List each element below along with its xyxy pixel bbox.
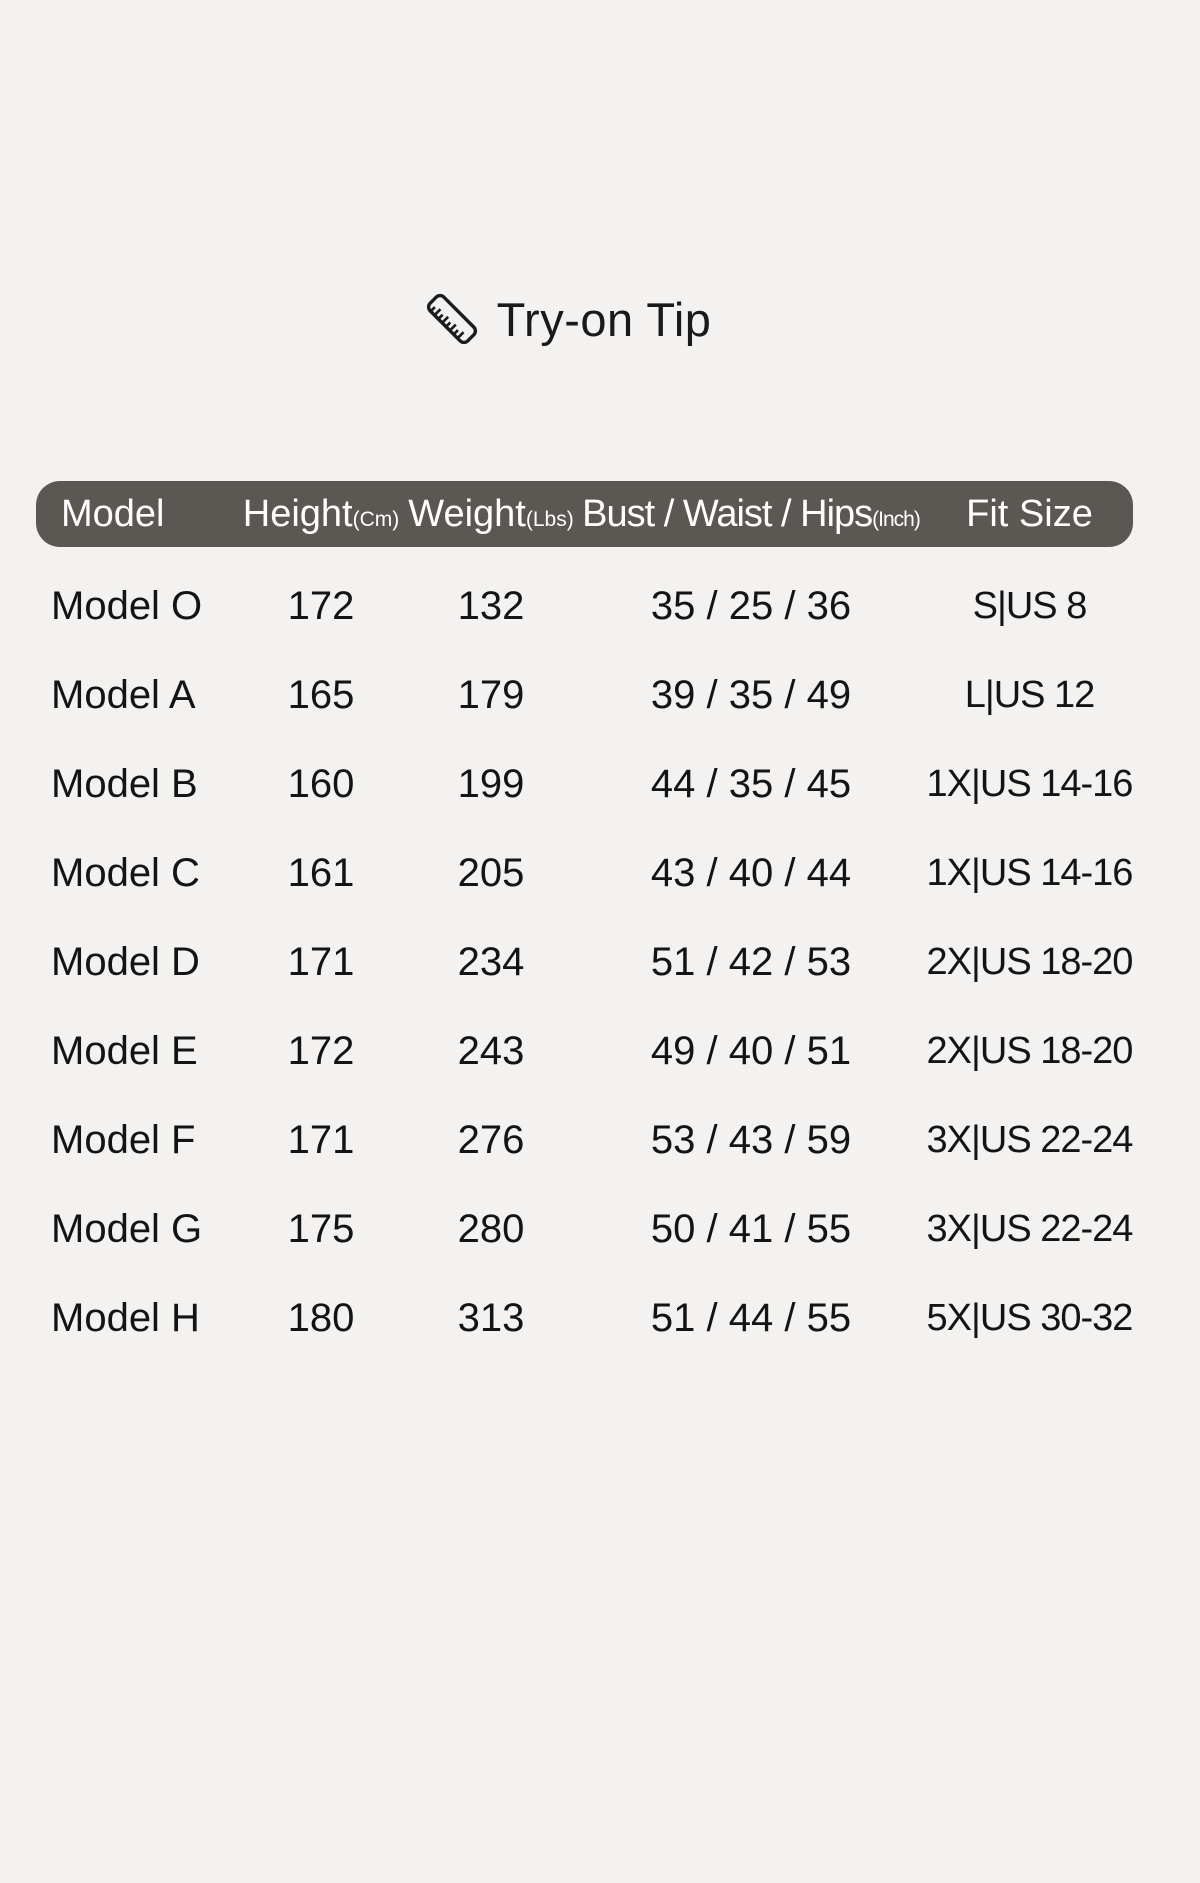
size-chart-page: Try-on Tip Model Height (Cm) Weight (Lbs) … xyxy=(0,287,1200,1883)
fit-size-cell: 5X|US 30-32 xyxy=(926,1297,1134,1339)
bust-waist-hips-cell: 44 / 35 / 45 xyxy=(650,762,852,806)
column-header-height-label: Height xyxy=(242,492,353,535)
weight-cell: 234 xyxy=(457,940,525,984)
model-name-cell: Model C xyxy=(51,851,200,895)
bust-waist-hips-cell: 50 / 41 / 55 xyxy=(650,1207,852,1251)
table-row: Model A 165 179 39 / 35 / 49 L|US 12 xyxy=(36,651,1133,740)
weight-cell: 199 xyxy=(457,762,525,806)
column-header-bust-waist-hips: Bust / Waist / Hips (Inch) xyxy=(576,493,926,536)
bust-waist-hips-cell: 35 / 25 / 36 xyxy=(650,584,852,628)
fit-size-cell: 3X|US 22-24 xyxy=(926,1208,1134,1250)
weight-cell: 313 xyxy=(457,1296,525,1340)
table-row: Model D 171 234 51 / 42 / 53 2X|US 18-20 xyxy=(36,918,1133,1007)
weight-cell: 243 xyxy=(457,1029,525,1073)
model-name-cell: Model E xyxy=(51,1029,198,1073)
model-name-cell: Model F xyxy=(51,1118,196,1162)
fit-size-cell: 3X|US 22-24 xyxy=(926,1119,1134,1161)
height-cell: 172 xyxy=(287,584,355,628)
height-cell: 160 xyxy=(287,762,355,806)
size-table: Model Height (Cm) Weight (Lbs) Bust / Wais… xyxy=(36,481,1133,1363)
bust-waist-hips-cell: 49 / 40 / 51 xyxy=(650,1029,852,1073)
fit-size-cell: 1X|US 14-16 xyxy=(926,852,1134,894)
model-name-cell: Model H xyxy=(51,1296,200,1340)
weight-cell: 276 xyxy=(457,1118,525,1162)
fit-size-cell: 2X|US 18-20 xyxy=(926,1030,1134,1072)
page-title-text: Try-on Tip xyxy=(496,292,712,346)
height-cell: 180 xyxy=(287,1296,355,1340)
page-title: Try-on Tip xyxy=(0,287,1167,351)
fit-size-cell: S|US 8 xyxy=(972,585,1088,627)
table-row: Model E 172 243 49 / 40 / 51 2X|US 18-20 xyxy=(36,1007,1133,1096)
table-row: Model B 160 199 44 / 35 / 45 1X|US 14-16 xyxy=(36,740,1133,829)
fit-size-cell: L|US 12 xyxy=(964,674,1096,716)
column-header-model-label: Model xyxy=(61,492,165,535)
table-row: Model H 180 313 51 / 44 / 55 5X|US 30-32 xyxy=(36,1274,1133,1363)
model-name-cell: Model A xyxy=(51,673,196,717)
table-row: Model C 161 205 43 / 40 / 44 1X|US 14-16 xyxy=(36,829,1133,918)
column-header-fit-size-label: Fit Size xyxy=(966,492,1093,535)
column-header-weight: Weight (Lbs) xyxy=(406,493,576,536)
bust-waist-hips-cell: 51 / 42 / 53 xyxy=(650,940,852,984)
table-body: Model O 172 132 35 / 25 / 36 S|US 8 Mode… xyxy=(36,562,1133,1363)
height-cell: 172 xyxy=(287,1029,355,1073)
bust-waist-hips-cell: 53 / 43 / 59 xyxy=(650,1118,852,1162)
bust-waist-hips-cell: 39 / 35 / 49 xyxy=(650,673,852,717)
ruler-icon xyxy=(423,290,481,348)
table-row: Model G 175 280 50 / 41 / 55 3X|US 22-24 xyxy=(36,1185,1133,1274)
bust-waist-hips-cell: 51 / 44 / 55 xyxy=(650,1296,852,1340)
column-header-bust-waist-hips-unit: (Inch) xyxy=(872,507,921,531)
weight-cell: 132 xyxy=(457,584,525,628)
height-cell: 161 xyxy=(287,851,355,895)
height-cell: 171 xyxy=(287,1118,355,1162)
column-header-height-unit: (Cm) xyxy=(352,507,400,531)
model-name-cell: Model D xyxy=(51,940,200,984)
column-header-bust-waist-hips-label: Bust / Waist / Hips xyxy=(582,492,873,535)
bust-waist-hips-cell: 43 / 40 / 44 xyxy=(650,851,852,895)
weight-cell: 179 xyxy=(457,673,525,717)
fit-size-cell: 1X|US 14-16 xyxy=(926,763,1134,805)
column-header-height: Height (Cm) xyxy=(236,493,406,536)
height-cell: 175 xyxy=(287,1207,355,1251)
model-name-cell: Model B xyxy=(51,762,198,806)
column-header-weight-label: Weight xyxy=(408,492,526,535)
model-name-cell: Model O xyxy=(51,584,203,628)
weight-cell: 280 xyxy=(457,1207,525,1251)
table-row: Model F 171 276 53 / 43 / 59 3X|US 22-24 xyxy=(36,1096,1133,1185)
model-name-cell: Model G xyxy=(51,1207,203,1251)
column-header-weight-unit: (Lbs) xyxy=(525,507,574,531)
weight-cell: 205 xyxy=(457,851,525,895)
fit-size-cell: 2X|US 18-20 xyxy=(926,941,1134,983)
column-header-fit-size: Fit Size xyxy=(926,493,1133,536)
column-header-model: Model xyxy=(36,493,236,536)
table-header: Model Height (Cm) Weight (Lbs) Bust / Wais… xyxy=(36,481,1133,547)
height-cell: 171 xyxy=(287,940,355,984)
table-row: Model O 172 132 35 / 25 / 36 S|US 8 xyxy=(36,562,1133,651)
height-cell: 165 xyxy=(287,673,355,717)
